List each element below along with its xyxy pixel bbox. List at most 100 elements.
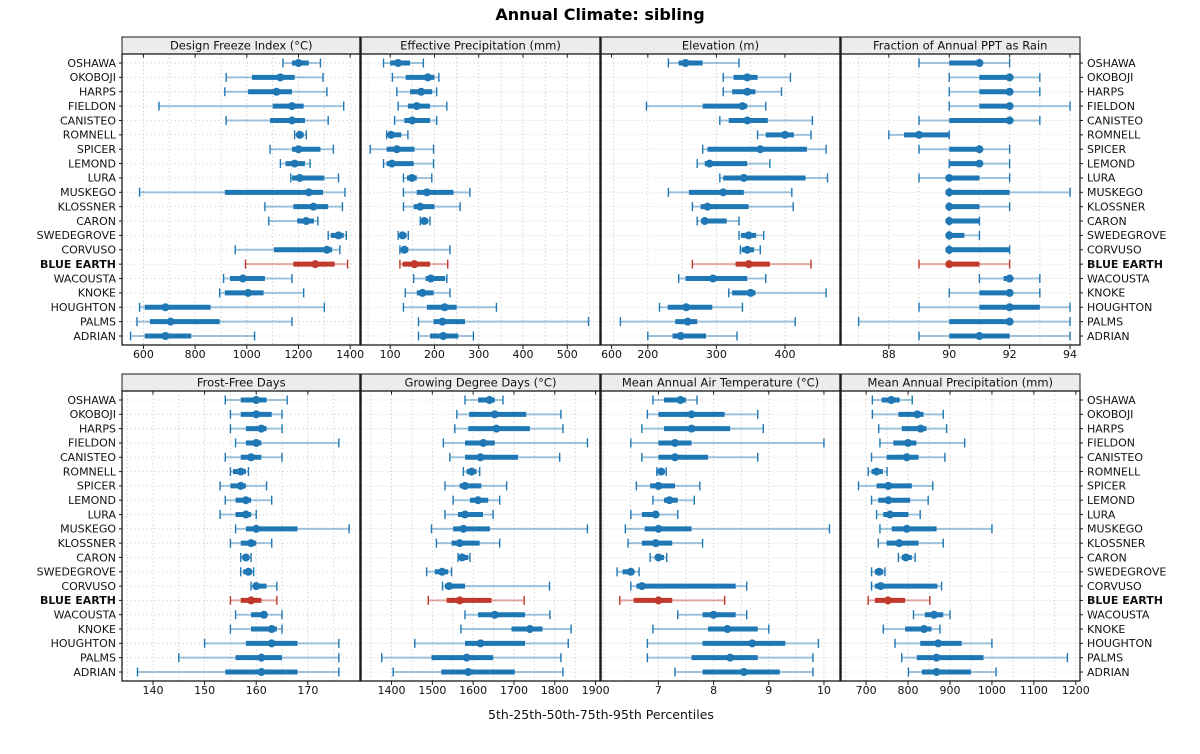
chart-title: Annual Climate: sibling: [495, 5, 704, 24]
median-dot: [387, 130, 396, 139]
median-dot: [438, 317, 447, 326]
median-dot: [288, 102, 297, 111]
tick-label: 1400: [378, 684, 406, 697]
percentile-row: [219, 510, 257, 520]
median-dot: [422, 188, 431, 197]
percentile-row: [138, 187, 346, 197]
median-dot: [670, 438, 679, 447]
median-dot: [458, 553, 467, 562]
percentile-row: [240, 567, 255, 577]
panel-title: Design Freeze Index (°C): [170, 39, 313, 53]
row-label-right: PALMS: [1087, 315, 1123, 328]
tick-label: 600: [601, 348, 622, 361]
median-dot: [780, 130, 789, 139]
percentile-row: [649, 552, 668, 562]
median-dot: [756, 145, 765, 154]
tick-label: 90: [942, 348, 956, 361]
panel-title: Growing Degree Days (°C): [405, 376, 557, 390]
median-dot: [439, 332, 448, 340]
percentile-row: [224, 395, 288, 405]
median-dot: [334, 231, 343, 240]
row-label-right: SWEDEGROVE: [1087, 566, 1166, 579]
percentile-row: [385, 130, 409, 140]
percentile-row: [691, 202, 794, 212]
median-dot: [161, 332, 170, 340]
percentile-row: [268, 216, 319, 226]
median-dot: [479, 438, 488, 447]
percentile-row: [652, 395, 698, 405]
percentile-row: [417, 331, 475, 341]
median-dot: [236, 481, 245, 490]
tick-label: 1400: [336, 348, 364, 361]
median-dot: [241, 510, 250, 519]
median-dot: [423, 73, 432, 82]
row-label-left: WACOUSTA: [54, 609, 117, 622]
percentile-row: [393, 115, 438, 125]
percentile-row: [234, 438, 340, 448]
row-label-right: ADRIAN: [1087, 666, 1130, 679]
median-dot: [726, 653, 735, 662]
median-dot: [887, 396, 896, 404]
row-label-right: OSHAWA: [1087, 394, 1136, 407]
percentile-row: [616, 567, 640, 577]
median-dot: [252, 410, 261, 419]
percentile-row: [399, 245, 451, 255]
tick-label: 1000: [978, 684, 1006, 697]
percentile-row: [719, 115, 814, 125]
tick-label: 7: [655, 684, 662, 697]
row-label-right: KNOKE: [1087, 287, 1125, 300]
percentile-row: [435, 538, 501, 548]
median-dot: [916, 424, 925, 433]
median-dot: [455, 539, 464, 548]
median-dot: [440, 303, 449, 312]
tick-label: 10: [817, 684, 831, 697]
percentile-row: [382, 159, 435, 169]
median-dot: [525, 625, 534, 634]
percentile-row: [397, 101, 448, 111]
median-dot: [708, 274, 717, 283]
percentile-row: [178, 653, 340, 663]
percentile-row: [857, 317, 1071, 327]
row-label-left: OSHAWA: [67, 394, 116, 407]
percentile-row: [250, 581, 278, 591]
row-label-left: HARPS: [79, 422, 116, 435]
percentile-row: [635, 481, 701, 491]
median-dot: [932, 653, 941, 662]
row-label-left: MUSKEGO: [60, 523, 116, 536]
tick-label: 400: [513, 348, 534, 361]
percentile-row: [293, 130, 307, 140]
median-dot: [683, 317, 692, 326]
tick-label: 1600: [459, 684, 487, 697]
median-dot: [309, 202, 318, 211]
row-label-right: OSHAWA: [1087, 57, 1136, 70]
percentile-row: [870, 495, 929, 505]
median-dot: [412, 102, 421, 111]
percentile-row: [136, 667, 340, 677]
median-dot: [709, 610, 718, 619]
percentile-row: [462, 467, 481, 477]
median-dot: [322, 245, 331, 254]
median-dot: [700, 217, 709, 226]
row-label-left: WACOUSTA: [54, 272, 117, 285]
median-dot: [485, 396, 494, 404]
median-dot: [676, 396, 685, 404]
row-label-left: KLOSSNER: [58, 200, 117, 213]
percentile-row: [402, 187, 471, 197]
percentile-row: [229, 409, 283, 419]
median-dot: [1005, 288, 1014, 297]
median-dot: [895, 539, 904, 548]
percentile-row: [282, 58, 322, 68]
row-label-left: CORVUSO: [61, 244, 116, 257]
percentile-row: [158, 101, 345, 111]
percentile-row: [728, 288, 827, 298]
median-dot: [1005, 73, 1014, 82]
median-dot: [267, 639, 276, 648]
percentile-row: [630, 510, 679, 520]
row-label-right: CORVUSO: [1087, 580, 1142, 593]
median-dot: [676, 332, 685, 340]
percentile-row: [464, 610, 551, 620]
percentile-row: [441, 581, 551, 591]
row-label-right: BLUE EARTH: [1087, 258, 1163, 271]
median-dot: [418, 288, 427, 297]
percentile-row: [870, 567, 886, 577]
